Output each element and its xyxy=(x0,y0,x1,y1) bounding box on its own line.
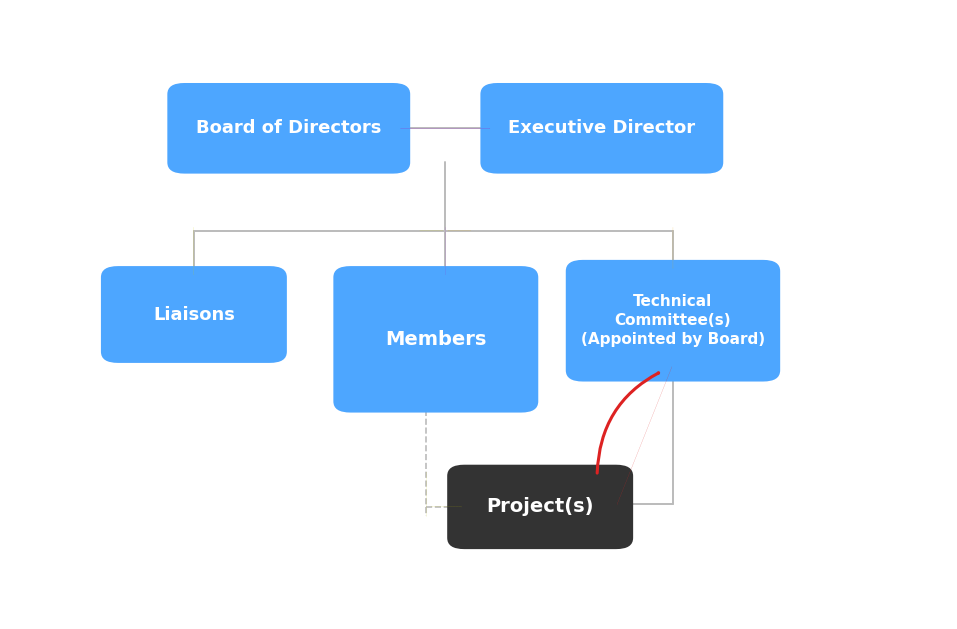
FancyBboxPatch shape xyxy=(333,266,538,413)
FancyBboxPatch shape xyxy=(167,83,411,174)
Text: Technical
Committee(s)
(Appointed by Board): Technical Committee(s) (Appointed by Boa… xyxy=(581,294,765,347)
Text: Executive Director: Executive Director xyxy=(508,120,696,137)
FancyBboxPatch shape xyxy=(566,260,780,382)
FancyBboxPatch shape xyxy=(100,266,287,363)
Text: Members: Members xyxy=(385,330,486,349)
Text: Project(s): Project(s) xyxy=(486,498,594,516)
FancyBboxPatch shape xyxy=(480,83,723,174)
Text: Board of Directors: Board of Directors xyxy=(196,120,382,137)
Text: Liaisons: Liaisons xyxy=(153,306,234,323)
FancyBboxPatch shape xyxy=(447,465,634,549)
